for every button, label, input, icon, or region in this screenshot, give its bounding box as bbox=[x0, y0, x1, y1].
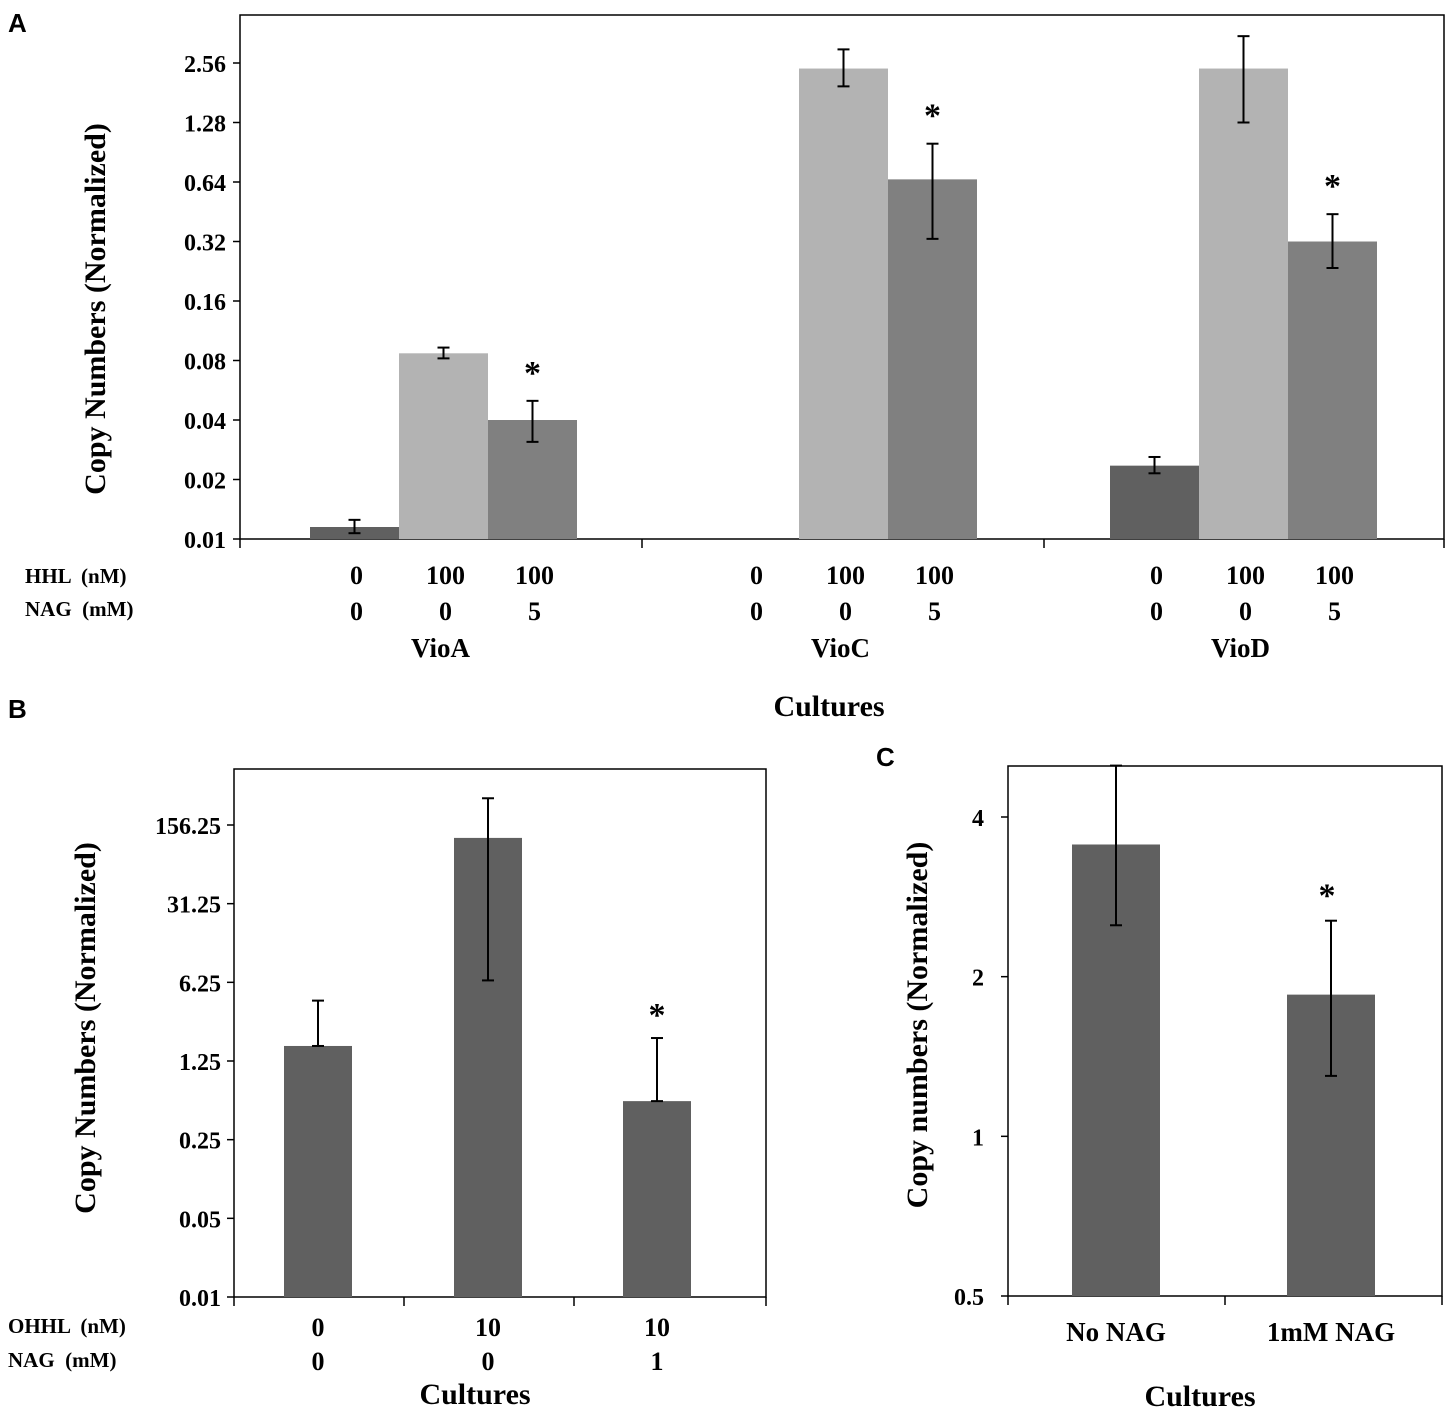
panel-c-bar-2-significance-star: * bbox=[1319, 878, 1336, 915]
panel-a-vioa-bar-3-significance-star: * bbox=[524, 355, 541, 392]
panel-a-nag-value: 5 bbox=[528, 597, 541, 626]
panel-a-nag-value: 0 bbox=[1150, 597, 1163, 626]
panel-b-row-label-nag: NAG (mM) bbox=[8, 1348, 116, 1372]
panel-a-hhl-value: 100 bbox=[826, 561, 865, 590]
panel-a-hhl-value: 100 bbox=[1226, 561, 1265, 590]
panel-a-nag-value: 0 bbox=[439, 597, 452, 626]
panel-b-bar-3-significance-star: * bbox=[649, 997, 666, 1034]
panel-a-y-tick-label: 0.01 bbox=[184, 528, 226, 554]
panel-a-y-tick-label: 0.32 bbox=[184, 231, 226, 257]
panel-b-nag-value: 0 bbox=[312, 1347, 325, 1376]
panel-b-ohhl-value: 10 bbox=[644, 1313, 670, 1342]
panel-letter-b: B bbox=[8, 694, 27, 724]
panel-c-y-tick-label: 2 bbox=[972, 966, 984, 992]
panel-b-bar-1 bbox=[284, 1045, 352, 1297]
panel-a-y-axis-title: Copy Numbers (Normalized) bbox=[79, 123, 112, 495]
panel-b-x-axis-title: Cultures bbox=[419, 1378, 530, 1411]
panel-a-hhl-value: 100 bbox=[515, 561, 554, 590]
panel-c-y-tick-label: 0.5 bbox=[954, 1285, 984, 1311]
panel-letter-a: A bbox=[8, 8, 27, 38]
panel-a-vioc-bar-3-significance-star: * bbox=[924, 98, 941, 135]
panel-a-chart: * * * 0.01 0.02 0.04 0.08 0.16 0.32 0.64 1.28 2.56… bbox=[25, 14, 1445, 723]
panel-b-y-tick-label: 6.25 bbox=[179, 971, 221, 997]
panel-b-y-tick-label: 0.05 bbox=[179, 1207, 221, 1233]
panel-a-hhl-value: 0 bbox=[1150, 561, 1163, 590]
panel-b-chart: * 0.01 0.05 0.25 1.25 6.25 31.25 156.25 0 0 10 0 10… bbox=[8, 768, 767, 1411]
panel-c-y-tick-label: 1 bbox=[972, 1125, 984, 1151]
panel-a-hhl-value: 100 bbox=[915, 561, 954, 590]
panel-c-category-label: 1mM NAG bbox=[1267, 1317, 1395, 1347]
panel-c-category-label: No NAG bbox=[1066, 1317, 1166, 1347]
panel-b-y-axis-title: Copy Numbers (Normalized) bbox=[69, 842, 102, 1214]
panel-b-y-tick-label: 31.25 bbox=[167, 893, 221, 919]
panel-b-row-label-ohhl: OHHL (nM) bbox=[8, 1314, 126, 1338]
panel-a-y-tick-label: 0.02 bbox=[184, 469, 226, 495]
panel-b-y-tick-label: 1.25 bbox=[179, 1050, 221, 1076]
panel-b-ohhl-value: 10 bbox=[475, 1313, 501, 1342]
panel-a-viod-bar-3 bbox=[1288, 241, 1377, 539]
panel-a-vioc-bar-2 bbox=[799, 68, 888, 539]
panel-a-y-tick-label: 1.28 bbox=[184, 112, 226, 138]
panel-a-viod-bar-3-significance-star: * bbox=[1324, 168, 1341, 205]
panel-a-y-tick-label: 0.64 bbox=[184, 171, 226, 197]
panel-a-row-label-nag: NAG (mM) bbox=[25, 597, 133, 621]
panel-c-y-tick-label: 4 bbox=[972, 806, 984, 832]
panel-a-viod-bar-1 bbox=[1110, 465, 1199, 539]
panel-a-nag-value: 0 bbox=[350, 597, 363, 626]
panel-b-bar-3 bbox=[623, 1101, 691, 1297]
panel-a-hhl-value: 0 bbox=[750, 561, 763, 590]
panel-a-group-label-vioa: VioA bbox=[411, 633, 470, 663]
panel-c-chart: * 0.5 1 2 4 No NAG 1mM NAG Copy numbers (Norm… bbox=[901, 764, 1443, 1413]
panel-a-group-label-viod: VioD bbox=[1211, 633, 1270, 663]
panel-b-y-tick-label: 156.25 bbox=[155, 814, 221, 840]
panel-a-y-tick-label: 2.56 bbox=[184, 52, 226, 78]
panel-c-y-axis-title: Copy numbers (Normalized) bbox=[901, 842, 934, 1209]
panel-a-nag-value: 0 bbox=[1239, 597, 1252, 626]
panel-a-x-axis-title: Cultures bbox=[773, 690, 884, 723]
panel-a-y-tick-label: 0.04 bbox=[184, 409, 226, 435]
panel-b-nag-value: 1 bbox=[651, 1347, 664, 1376]
panel-b-y-tick-label: 0.01 bbox=[179, 1286, 221, 1312]
panel-b-y-tick-label: 0.25 bbox=[179, 1129, 221, 1155]
panel-a-nag-value: 5 bbox=[1328, 597, 1341, 626]
panel-a-group-label-vioc: VioC bbox=[811, 633, 870, 663]
panel-c-x-axis-title: Cultures bbox=[1144, 1380, 1255, 1413]
panel-a-y-tick-label: 0.08 bbox=[184, 350, 226, 376]
panel-b-nag-value: 0 bbox=[482, 1347, 495, 1376]
panel-a-y-tick-label: 0.16 bbox=[184, 290, 226, 316]
panel-a-vioa-bar-2 bbox=[399, 353, 488, 539]
panel-b-ohhl-value: 0 bbox=[312, 1313, 325, 1342]
panel-a-row-label-hhl: HHL (nM) bbox=[25, 564, 127, 588]
panel-a-hhl-value: 100 bbox=[426, 561, 465, 590]
panel-a-nag-value: 0 bbox=[839, 597, 852, 626]
panel-letter-c: C bbox=[876, 742, 895, 772]
panel-a-nag-value: 0 bbox=[750, 597, 763, 626]
panel-a-nag-value: 5 bbox=[928, 597, 941, 626]
panel-a-hhl-value: 0 bbox=[350, 561, 363, 590]
panel-a-hhl-value: 100 bbox=[1315, 561, 1354, 590]
panel-a-viod-bar-2 bbox=[1199, 68, 1288, 539]
